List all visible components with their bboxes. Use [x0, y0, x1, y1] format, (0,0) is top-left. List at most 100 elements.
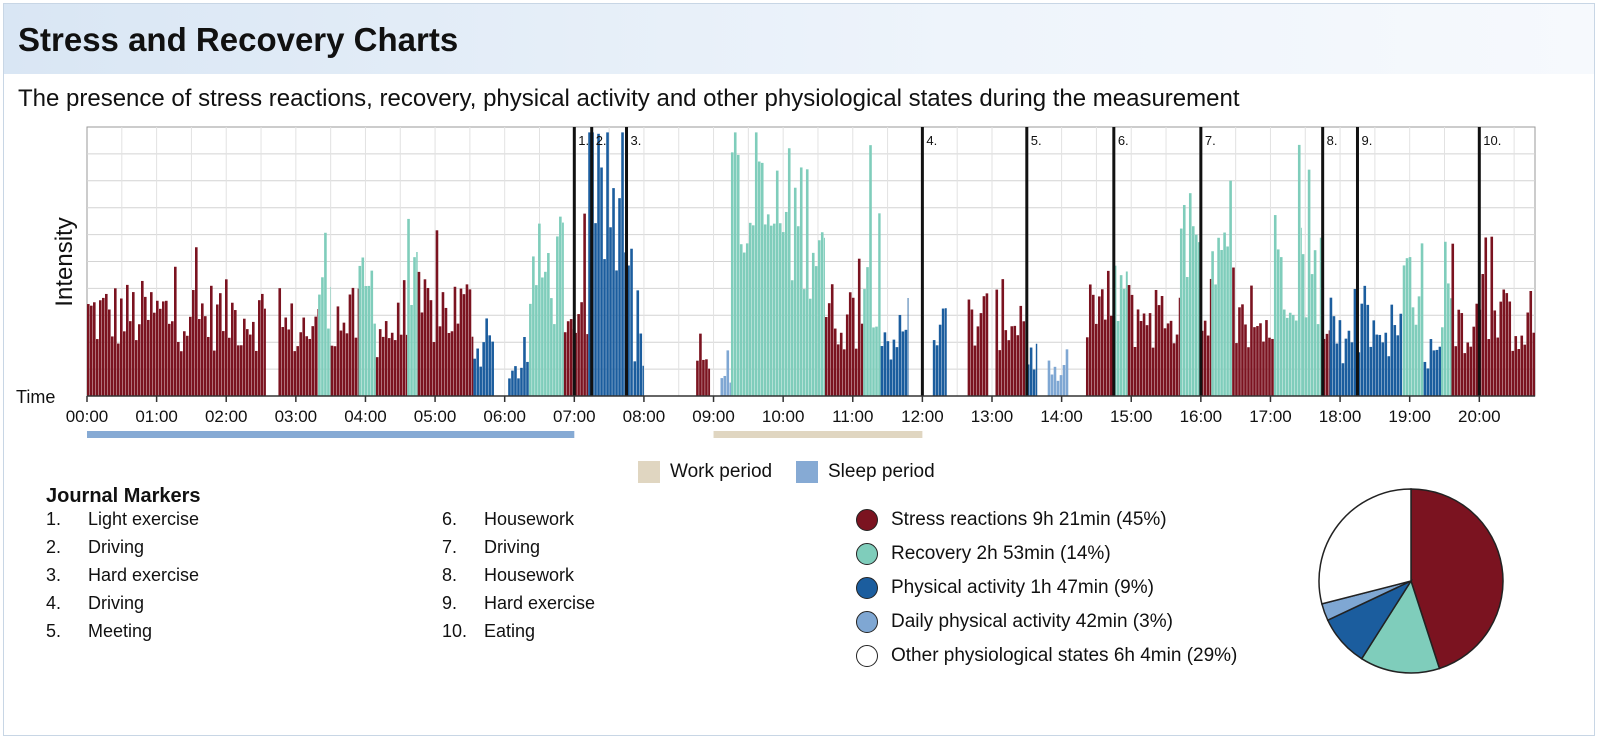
- bar: [156, 300, 159, 396]
- bar: [153, 312, 156, 396]
- journal-item-label: Housework: [484, 509, 575, 529]
- bar: [1119, 275, 1123, 396]
- bar: [330, 345, 334, 396]
- x-tick-label: 11:00: [832, 407, 873, 426]
- bar: [1390, 304, 1394, 396]
- pie-slice: [1318, 488, 1412, 605]
- bar: [453, 286, 457, 396]
- x-axis-title: Time: [16, 387, 55, 407]
- bar: [778, 223, 782, 396]
- bar: [204, 316, 207, 396]
- intensity-chart: 1. 2. 3. 4. 5. 6. 7. 8. 9. 10. 00:00 01:00 02:00 03:0…: [16, 126, 1536, 438]
- segment-stress: [375, 280, 408, 396]
- bar: [866, 267, 869, 396]
- bar: [559, 216, 562, 396]
- bar: [416, 251, 418, 396]
- bar: [287, 329, 291, 396]
- bar: [364, 286, 368, 396]
- bar: [544, 271, 547, 396]
- bar: [1247, 347, 1250, 396]
- journal-item-number: 2.: [46, 537, 62, 557]
- bar: [1429, 339, 1433, 396]
- bar: [1256, 326, 1259, 396]
- bar: [1178, 297, 1180, 396]
- bar: [1307, 169, 1311, 396]
- bar: [985, 293, 989, 396]
- work-period-swatch: [638, 461, 660, 483]
- segment-recovery: [1301, 169, 1323, 396]
- bar: [976, 326, 980, 396]
- sleep-period-swatch: [796, 461, 818, 483]
- bar: [234, 310, 237, 396]
- segment-recovery: [529, 216, 564, 396]
- journal-item-number: 3.: [46, 565, 62, 585]
- journal-item-label: Housework: [484, 565, 575, 585]
- bar: [396, 302, 400, 396]
- bar: [1157, 305, 1161, 396]
- bar: [1514, 336, 1518, 396]
- journal-item-label: Light exercise: [88, 509, 200, 529]
- page-subtitle: The presence of stress reactions, recove…: [18, 85, 1240, 112]
- bar: [995, 289, 999, 396]
- journal-item-number: 7.: [442, 537, 458, 557]
- bar: [459, 288, 463, 396]
- bar: [1188, 193, 1192, 396]
- bar: [471, 336, 474, 396]
- bar: [1094, 323, 1098, 396]
- bar: [817, 240, 821, 396]
- segment-stress: [417, 230, 474, 396]
- bar: [381, 336, 385, 396]
- bar: [836, 344, 840, 396]
- bar: [1304, 317, 1308, 396]
- bar: [1493, 310, 1497, 396]
- bar: [417, 271, 421, 396]
- bar: [790, 280, 794, 396]
- bar: [1328, 330, 1330, 396]
- bar: [1460, 313, 1464, 396]
- bar: [228, 337, 231, 396]
- bar: [1396, 335, 1400, 396]
- intensity-bars: [87, 132, 1535, 397]
- bar: [904, 329, 908, 396]
- segment-recovery: [318, 232, 331, 396]
- marker-label: 3.: [631, 133, 642, 148]
- bar: [213, 350, 216, 396]
- bar: [1282, 309, 1286, 396]
- bar: [708, 368, 711, 396]
- bar: [824, 317, 828, 396]
- bar: [751, 225, 755, 396]
- bar: [299, 332, 303, 396]
- bar: [111, 336, 114, 396]
- bar: [1151, 347, 1155, 396]
- bar: [314, 316, 318, 396]
- x-tick-label: 07:00: [553, 407, 596, 426]
- x-tick-label: 01:00: [135, 407, 178, 426]
- bar: [763, 224, 767, 396]
- bar: [1019, 305, 1023, 396]
- bar: [1344, 338, 1348, 396]
- bar: [327, 328, 330, 396]
- bar: [1056, 380, 1060, 396]
- bar: [1288, 312, 1292, 396]
- bar: [886, 341, 890, 396]
- bar: [766, 214, 770, 396]
- segment-physical: [633, 290, 644, 396]
- legend-label: Daily physical activity 42min (3%): [891, 611, 1173, 632]
- bar: [432, 342, 436, 396]
- bar: [375, 357, 379, 396]
- bar: [1325, 333, 1329, 396]
- bar: [210, 285, 213, 396]
- bar: [222, 331, 225, 396]
- bar: [317, 309, 319, 396]
- journal-item-label: Driving: [88, 537, 145, 557]
- bar: [808, 298, 812, 396]
- bar: [869, 145, 872, 396]
- bar: [1259, 323, 1262, 396]
- bar: [476, 348, 479, 396]
- bar: [141, 280, 144, 396]
- bar: [998, 350, 1002, 396]
- bar: [1106, 270, 1110, 396]
- bar: [1160, 296, 1164, 396]
- bar: [1481, 274, 1485, 396]
- header-bar: [4, 4, 1594, 74]
